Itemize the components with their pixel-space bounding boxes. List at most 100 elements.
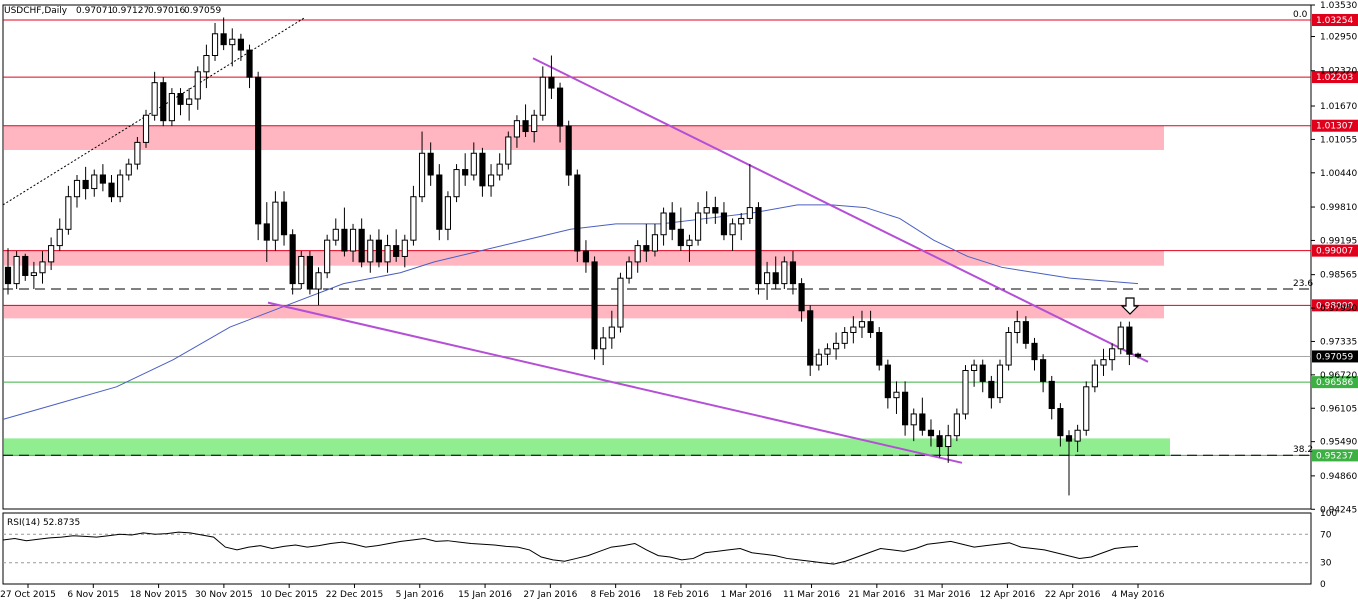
ohlc-open: 0.97071 <box>76 6 113 16</box>
candle-body <box>125 163 132 176</box>
candle-body <box>720 212 728 236</box>
candle-body <box>591 261 598 350</box>
candle-body <box>858 321 866 328</box>
candle-body <box>289 234 296 285</box>
candle-body <box>815 353 822 366</box>
candle-body <box>1048 380 1055 410</box>
candle-body <box>280 201 288 236</box>
resistance-level-label-bg <box>1312 71 1358 84</box>
resistance-level-label-bg <box>1312 244 1358 257</box>
candle-body <box>1031 342 1038 361</box>
price-tick-label: 1.01670 <box>1320 102 1357 112</box>
candle-body <box>867 321 874 333</box>
price-tick-label: 1.00440 <box>1320 169 1357 179</box>
candle-body <box>738 217 745 225</box>
candle-body <box>531 114 538 133</box>
candle-body <box>341 228 348 252</box>
candle-body <box>194 71 201 100</box>
candle-body <box>893 391 900 399</box>
candle-body <box>625 261 633 279</box>
candle-body <box>444 196 452 230</box>
candlesticks <box>4 17 1142 496</box>
candle-body <box>729 223 736 236</box>
candle-body <box>384 245 391 263</box>
candle-body <box>203 55 210 73</box>
candle-body <box>643 245 650 252</box>
date-tick-label: 22 Dec 2015 <box>326 590 384 600</box>
candle-body <box>470 152 477 176</box>
date-tick-label: 15 Jan 2016 <box>458 590 512 600</box>
candle-body <box>971 364 978 372</box>
candle-body <box>1126 326 1133 355</box>
date-tick-label: 27 Jan 2016 <box>523 590 577 600</box>
rsi-frame <box>2 512 1312 585</box>
candle-body <box>65 196 72 230</box>
candle-body <box>660 212 667 236</box>
candle-body <box>496 163 503 176</box>
date-tick-label: 27 Oct 2015 <box>0 590 56 600</box>
fib-label: 0.0 <box>1293 10 1308 20</box>
date-tick-label: 10 Dec 2015 <box>260 590 318 600</box>
candle-body <box>272 201 279 241</box>
candle-body <box>99 174 106 184</box>
current-price-label: 0.97059 <box>1316 352 1353 362</box>
candle-body <box>1014 321 1021 333</box>
candle-body <box>220 33 227 46</box>
candle-body <box>56 228 63 247</box>
price-tick-label: 1.01055 <box>1320 135 1357 145</box>
candle-body <box>1109 348 1116 361</box>
candle-body <box>462 169 469 176</box>
candle-body <box>539 76 546 116</box>
candle-body <box>565 125 572 176</box>
price-tick-label: 0.99810 <box>1320 203 1357 213</box>
fib-label: 23.6 <box>1293 279 1313 289</box>
date-tick-label: 22 Apr 2016 <box>1045 590 1101 600</box>
candle-body <box>13 255 20 285</box>
fib-label: 38.2 <box>1293 445 1313 455</box>
candle-body <box>669 212 676 230</box>
date-tick-label: 12 Apr 2016 <box>980 590 1036 600</box>
candle-body <box>142 114 150 143</box>
candle-body <box>910 413 917 426</box>
ohlc-high: 0.97127 <box>112 6 149 16</box>
candle-body <box>186 98 193 105</box>
date-tick-label: 30 Nov 2015 <box>195 590 253 600</box>
candle-body <box>1057 408 1064 437</box>
candle-body <box>375 239 383 263</box>
candle-body <box>410 196 417 241</box>
candle-body <box>936 435 943 448</box>
price-tick-label: 1.03530 <box>1320 1 1357 11</box>
price-tick-label: 0.97950 <box>1320 304 1357 314</box>
resistance-level-label: 1.01307 <box>1316 122 1353 132</box>
candle-body <box>1100 359 1107 366</box>
price-tick-label: 0.98565 <box>1320 271 1357 281</box>
candle-body <box>582 250 590 263</box>
candle-body <box>453 169 460 198</box>
resistance-zone-0 <box>4 125 1164 151</box>
candle-body <box>703 207 710 214</box>
horizontal-levels: 1.03254 1.02203 1.01307 0.99007 0.98000 0.965… <box>3 13 1358 462</box>
candle-body <box>1005 331 1012 366</box>
candle-body <box>358 228 365 263</box>
candle-body <box>850 326 857 333</box>
candle-body <box>393 245 400 257</box>
candle-body <box>324 239 331 274</box>
price-tick-label: 0.97335 <box>1320 337 1357 347</box>
rsi-tick-label: 100 <box>1320 509 1337 519</box>
candle-body <box>367 239 374 263</box>
candle-body <box>513 120 521 138</box>
candle-body <box>556 87 564 127</box>
price-tick-label: 0.94860 <box>1320 472 1357 482</box>
candle-body <box>634 245 641 263</box>
candle-body <box>168 93 175 122</box>
candle-body <box>600 337 607 350</box>
candle-body <box>401 239 408 257</box>
date-tick-label: 21 Mar 2016 <box>848 590 905 600</box>
arrow-down-icon <box>1120 297 1140 315</box>
support-level-label-bg <box>1312 449 1358 462</box>
candle-body <box>4 266 12 285</box>
candle-body <box>962 370 969 415</box>
candle-body <box>1083 386 1090 431</box>
date-tick-label: 1 Mar 2016 <box>721 590 773 600</box>
candle-body <box>1074 429 1081 442</box>
